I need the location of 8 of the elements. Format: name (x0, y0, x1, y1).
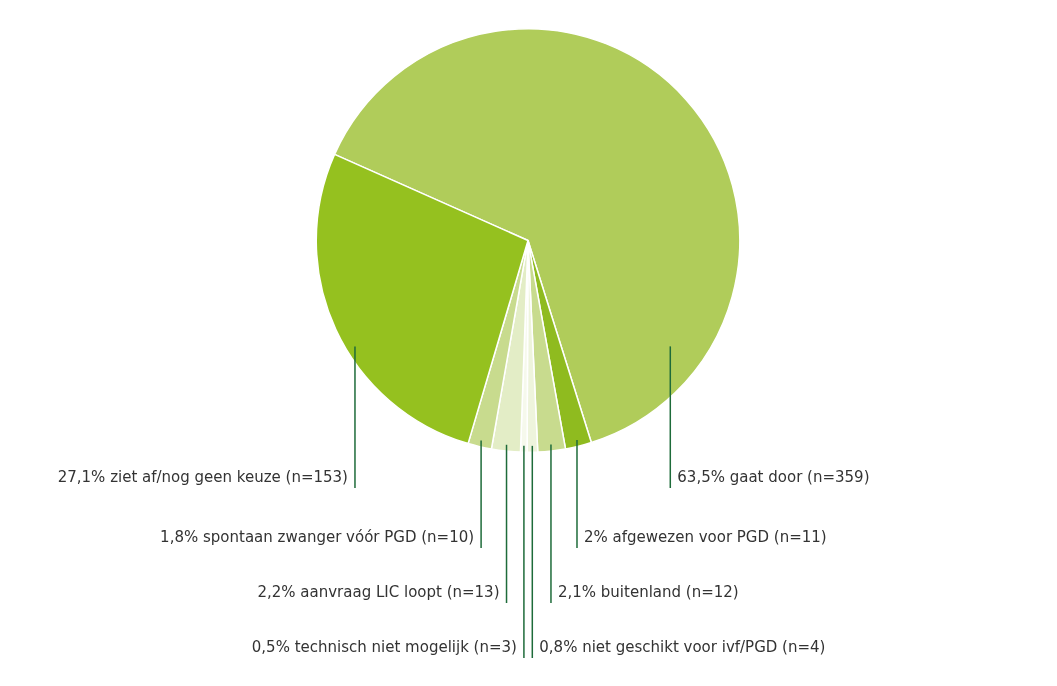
slice-label: 1,8% spontaan zwanger vóór PGD (n=10) (160, 527, 475, 546)
slice-label: 0,8% niet geschikt voor ivf/PGD (n=4) (539, 637, 826, 656)
slice-label: 63,5% gaat door (n=359) (677, 467, 870, 486)
slice-label: 2% afgewezen voor PGD (n=11) (583, 527, 827, 546)
slice-label: 2,2% aanvraag LIC loopt (n=13) (257, 582, 500, 601)
slice-label: 0,5% technisch niet mogelijk (n=3) (251, 637, 517, 656)
slice-label: 2,1% buitenland (n=12) (557, 582, 739, 601)
slice-label: 27,1% ziet af/nog geen keuze (n=153) (57, 467, 348, 486)
